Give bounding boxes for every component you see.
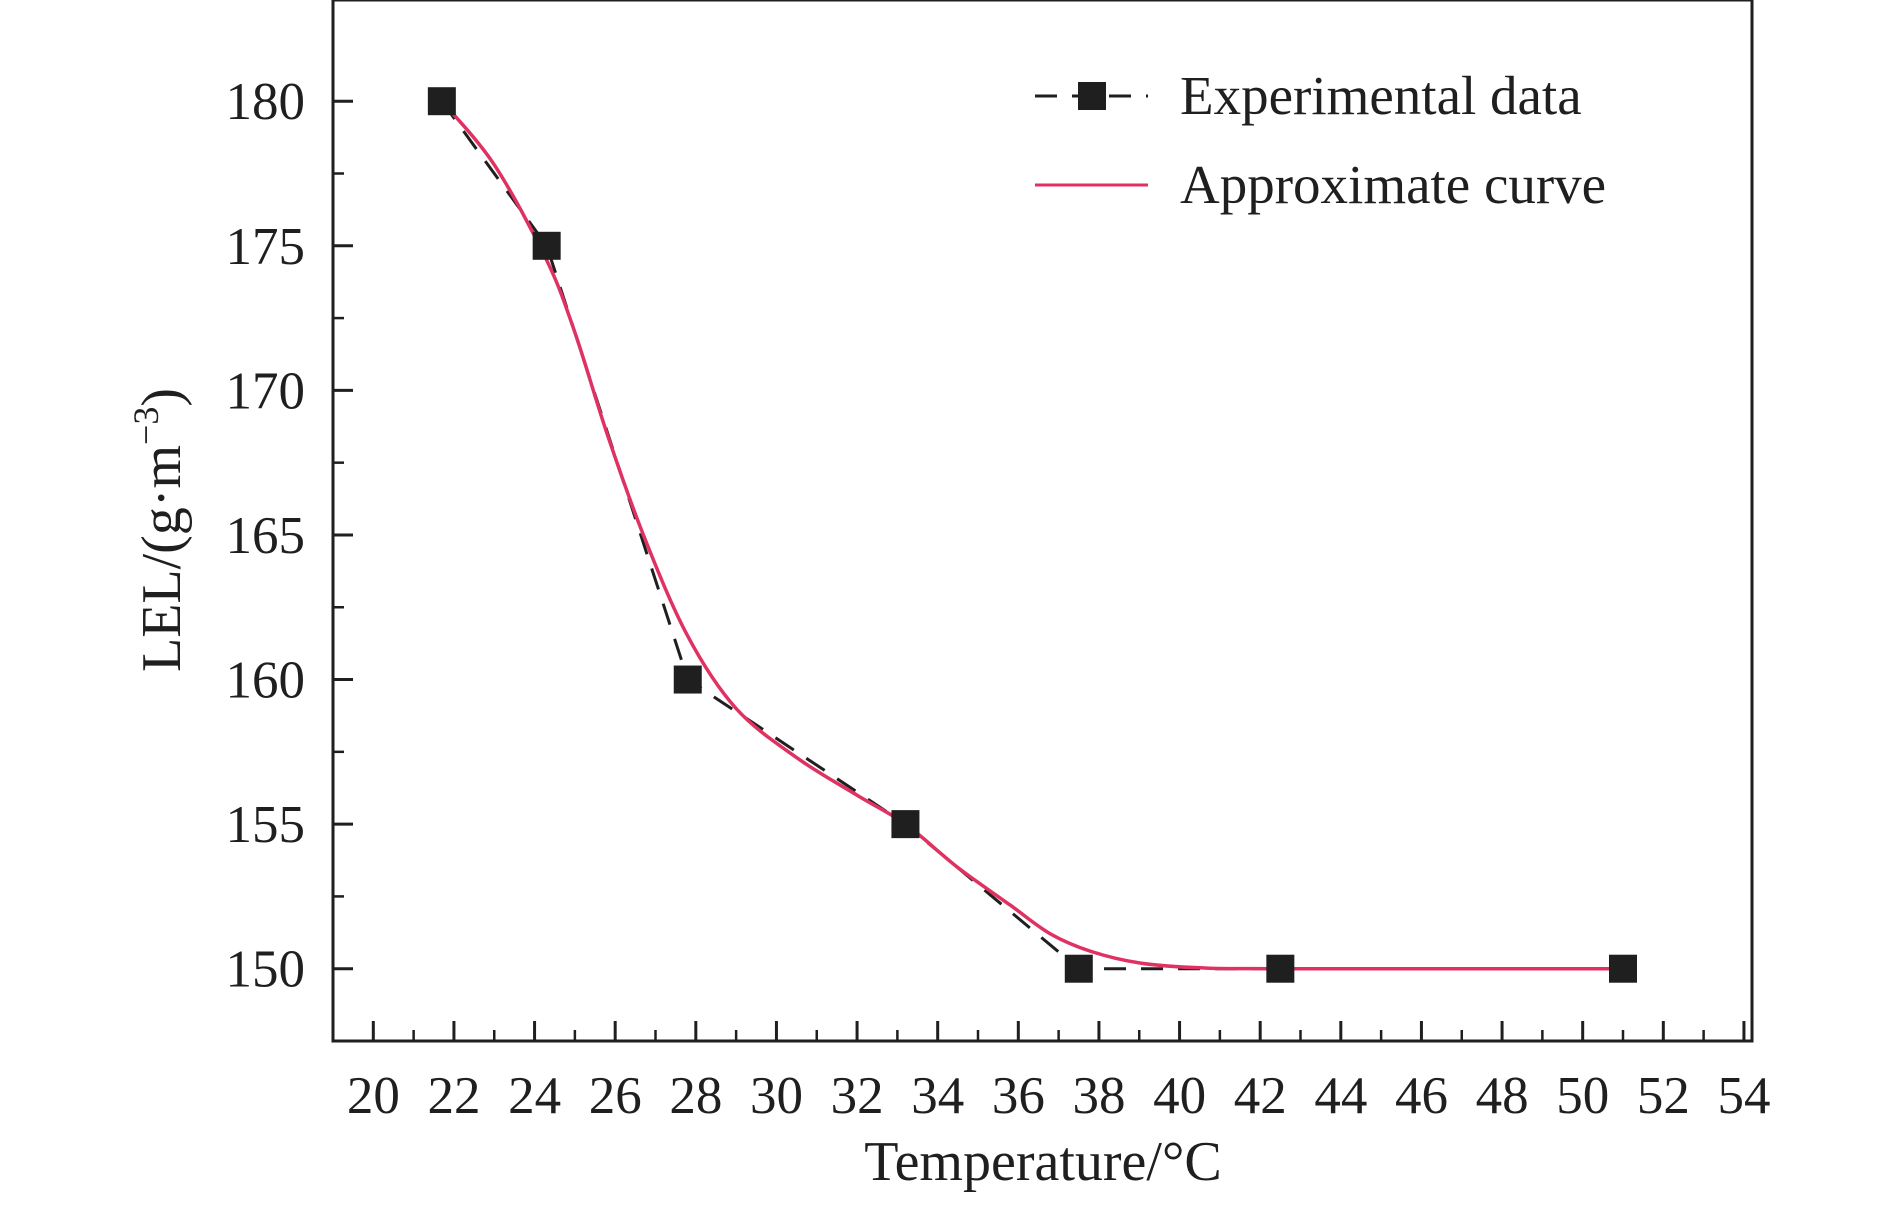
tick-labels: 20 22 24 26 28 30 32 34 36 38 40 42 44 46 48 50 52 54 150 1… — [226, 73, 1771, 1125]
approximate-curve-line — [440, 100, 1624, 971]
x-tick-label: 50 — [1556, 1067, 1609, 1125]
tick-marks — [333, 99, 1746, 1041]
experimental-data-point — [532, 231, 561, 260]
legend-experimental-marker — [1078, 82, 1106, 110]
series-layer — [427, 87, 1637, 983]
y-axis-title: LEL/(g·m−3) — [126, 388, 193, 672]
experimental-data-line — [440, 100, 1623, 971]
experimental-data-point — [1064, 954, 1093, 983]
legend-experimental-label: Experimental data — [1180, 65, 1582, 126]
legend: Experimental data Approximate curve — [1035, 65, 1606, 215]
experimental-data-point — [427, 87, 456, 116]
y-tick-label: 170 — [226, 362, 306, 420]
experimental-data-point — [673, 665, 702, 694]
x-tick-label: 38 — [1072, 1067, 1125, 1125]
x-tick-label: 48 — [1476, 1067, 1529, 1125]
x-tick-label: 30 — [750, 1067, 803, 1125]
x-tick-label: 28 — [669, 1067, 722, 1125]
y-tick-label: 160 — [226, 652, 306, 710]
x-tick-label: 42 — [1234, 1067, 1287, 1125]
experimental-data-point — [1609, 954, 1637, 983]
plot-frame — [331, 0, 1754, 1043]
y-tick-label: 150 — [226, 941, 306, 999]
y-axis-title-close: ) — [131, 388, 193, 407]
x-tick-label: 22 — [427, 1067, 480, 1125]
x-tick-label: 32 — [831, 1067, 884, 1125]
x-tick-label: 54 — [1717, 1067, 1770, 1125]
x-tick-label: 26 — [589, 1067, 642, 1125]
x-axis-title: Temperature/°C — [864, 1131, 1221, 1193]
x-tick-label: 20 — [347, 1067, 400, 1125]
y-tick-label: 175 — [226, 218, 306, 276]
y-axis-title-exponent: −3 — [126, 407, 166, 445]
x-tick-label: 36 — [992, 1067, 1045, 1125]
y-tick-label: 165 — [226, 507, 306, 565]
experimental-data-point — [1266, 954, 1295, 983]
x-tick-label: 24 — [508, 1067, 561, 1125]
y-tick-label: 155 — [226, 796, 306, 854]
x-tick-label: 46 — [1395, 1067, 1448, 1125]
x-tick-label: 40 — [1153, 1067, 1206, 1125]
x-tick-label: 44 — [1314, 1067, 1367, 1125]
y-tick-label: 180 — [226, 73, 306, 131]
y-axis-title-base: LEL/(g·m — [131, 445, 193, 672]
x-tick-label: 34 — [911, 1067, 964, 1125]
x-tick-label: 52 — [1637, 1067, 1690, 1125]
legend-approx-label: Approximate curve — [1180, 154, 1606, 215]
experimental-data-point — [891, 810, 920, 839]
